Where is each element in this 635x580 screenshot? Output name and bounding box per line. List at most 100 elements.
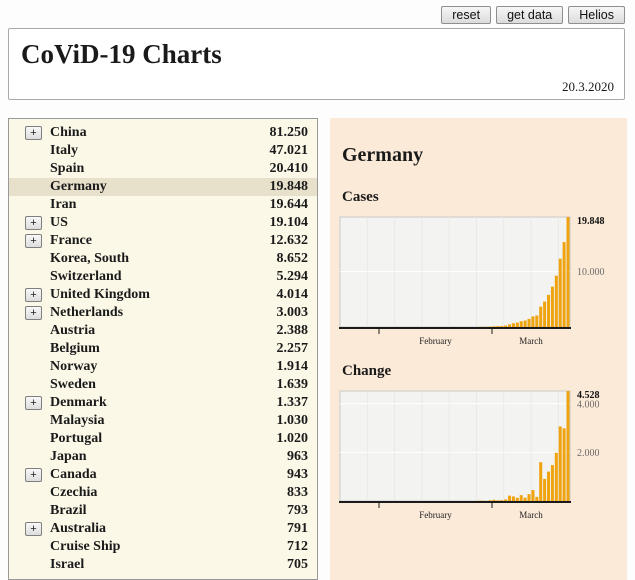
country-row-netherlands[interactable]: + Netherlands 3.003 [9, 304, 317, 322]
svg-text:2.000: 2.000 [577, 448, 600, 459]
country-value: 19.848 [270, 179, 309, 195]
country-name: Brazil [50, 503, 87, 519]
country-name: Israel [50, 557, 84, 573]
country-value: 1.914 [277, 359, 309, 375]
country-value: 20.410 [270, 161, 309, 177]
country-name: Korea, South [50, 251, 129, 267]
country-value: 5.294 [277, 269, 309, 285]
svg-text:March: March [519, 336, 543, 346]
expand-button[interactable]: + [25, 234, 42, 248]
country-row-australia[interactable]: + Australia 791 [9, 520, 317, 538]
country-name: Australia [50, 521, 106, 537]
country-value: 19.104 [270, 215, 309, 231]
svg-text:10.000: 10.000 [577, 267, 605, 278]
country-row-italy[interactable]: Italy 47.021 [9, 142, 317, 160]
get-data-button[interactable]: get data [496, 6, 563, 24]
expand-cell: + [25, 468, 42, 482]
page-title: CoViD-19 Charts [21, 39, 624, 70]
country-value: 8.652 [277, 251, 309, 267]
expand-button[interactable]: + [25, 306, 42, 320]
expand-cell: + [25, 522, 42, 536]
country-name: Portugal [50, 431, 102, 447]
expand-button[interactable]: + [25, 126, 42, 140]
country-name: Netherlands [50, 305, 123, 321]
header-box: CoViD-19 Charts 20.3.2020 [8, 28, 625, 100]
change-heading: Change [342, 363, 627, 380]
svg-text:19.848: 19.848 [577, 216, 605, 227]
country-value: 1.020 [277, 431, 309, 447]
expand-cell: + [25, 216, 42, 230]
country-row-us[interactable]: + US 19.104 [9, 214, 317, 232]
country-row-malaysia[interactable]: Malaysia 1.030 [9, 412, 317, 430]
cases-heading: Cases [342, 189, 627, 206]
country-name: Iran [50, 197, 76, 213]
country-row-denmark[interactable]: + Denmark 1.337 [9, 394, 317, 412]
country-name: Italy [50, 143, 78, 159]
country-row-cruise-ship[interactable]: Cruise Ship 712 [9, 538, 317, 556]
country-name: Malaysia [50, 413, 104, 429]
country-name: US [50, 215, 68, 231]
country-value: 791 [287, 521, 308, 537]
expand-button[interactable]: + [25, 522, 42, 536]
expand-button[interactable]: + [25, 288, 42, 302]
country-value: 833 [287, 485, 308, 501]
country-name: Austria [50, 323, 95, 339]
country-row-czechia[interactable]: Czechia 833 [9, 484, 317, 502]
country-name: China [50, 125, 87, 141]
svg-text:4.528: 4.528 [577, 390, 600, 401]
country-value: 943 [287, 467, 308, 483]
country-value: 12.632 [270, 233, 309, 249]
country-row-korea-south[interactable]: Korea, South 8.652 [9, 250, 317, 268]
country-value: 1.639 [277, 377, 309, 393]
helios-button[interactable]: Helios [568, 6, 625, 24]
svg-text:March: March [519, 510, 543, 520]
reset-button[interactable]: reset [441, 6, 491, 24]
country-row-spain[interactable]: Spain 20.410 [9, 160, 317, 178]
country-row-france[interactable]: + France 12.632 [9, 232, 317, 250]
detail-title: Germany [342, 144, 627, 167]
country-name: Germany [50, 179, 107, 195]
expand-button[interactable]: + [25, 216, 42, 230]
country-value: 3.003 [277, 305, 309, 321]
expand-cell: + [25, 234, 42, 248]
expand-cell: + [25, 288, 42, 302]
country-name: Czechia [50, 485, 97, 501]
country-row-switzerland[interactable]: Switzerland 5.294 [9, 268, 317, 286]
country-name: Switzerland [50, 269, 122, 285]
country-value: 963 [287, 449, 308, 465]
country-row-china[interactable]: + China 81.250 [9, 124, 317, 142]
country-name: Denmark [50, 395, 107, 411]
country-row-israel[interactable]: Israel 705 [9, 556, 317, 574]
country-row-germany[interactable]: Germany 19.848 [9, 178, 317, 196]
country-value: 1.337 [277, 395, 309, 411]
country-name: Belgium [50, 341, 100, 357]
expand-cell: + [25, 126, 42, 140]
country-row-portugal[interactable]: Portugal 1.020 [9, 430, 317, 448]
country-name: Spain [50, 161, 84, 177]
expand-cell: + [25, 306, 42, 320]
expand-cell: + [25, 396, 42, 410]
country-value: 712 [287, 539, 308, 555]
country-value: 47.021 [270, 143, 309, 159]
expand-button[interactable]: + [25, 468, 42, 482]
country-name: France [50, 233, 92, 249]
svg-text:February: February [419, 510, 452, 520]
country-value: 1.030 [277, 413, 309, 429]
country-value: 81.250 [270, 125, 309, 141]
country-value: 4.014 [277, 287, 309, 303]
country-value: 705 [287, 557, 308, 573]
country-name: Cruise Ship [50, 539, 120, 555]
expand-button[interactable]: + [25, 396, 42, 410]
